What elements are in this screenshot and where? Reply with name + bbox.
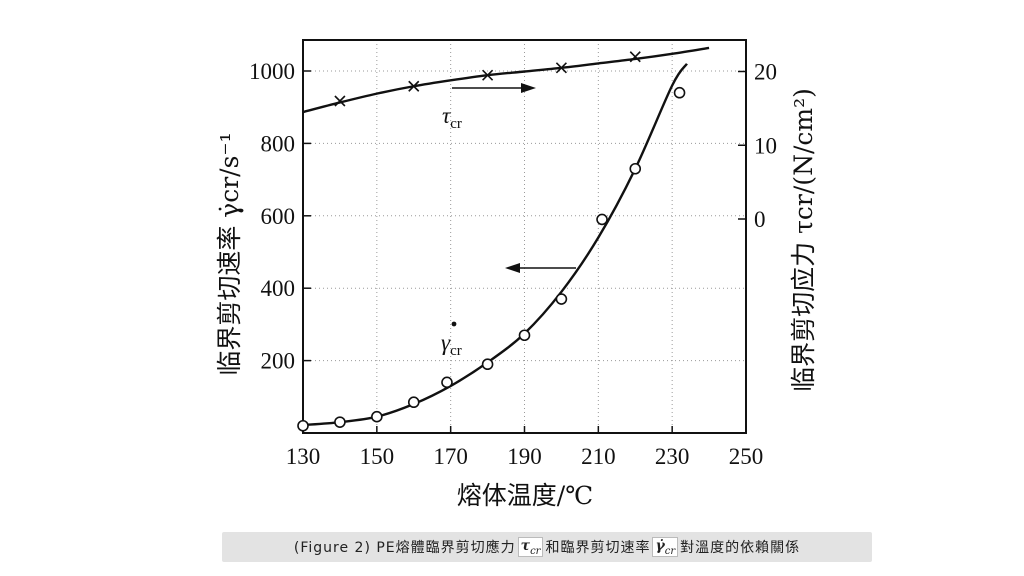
- gamma-series-label: γcr: [441, 330, 462, 359]
- series-tau: [302, 46, 710, 114]
- x-marker-stroke: [334, 95, 346, 107]
- left-axis-ticks: 200 400 600 800 1000: [249, 59, 311, 374]
- left-tick-label: 1000: [249, 59, 295, 84]
- data-point-circle: [596, 213, 608, 226]
- data-point-x: [629, 51, 641, 63]
- right-axis-ticks: 0 10 20: [738, 60, 777, 232]
- data-point-circle: [481, 358, 494, 371]
- left-axis-title: 临界剪切速率 γ̇cr/s⁻¹: [215, 132, 244, 375]
- data-point-circle: [673, 86, 686, 99]
- left-tick-label: 400: [261, 276, 296, 301]
- x-axis-title: 熔体温度/℃: [457, 481, 593, 510]
- right-tick-label: 0: [754, 207, 766, 232]
- right-tick-label: 10: [754, 133, 777, 158]
- series-layer: [297, 46, 710, 432]
- data-point-x: [555, 62, 567, 74]
- left-tick-label: 800: [261, 131, 296, 156]
- x-tick-label: 230: [655, 444, 690, 469]
- data-point-circle: [441, 376, 453, 389]
- data-point-x: [482, 69, 494, 81]
- data-point-circle: [629, 162, 642, 175]
- x-tick-label: 130: [286, 444, 321, 469]
- x-tick-label: 150: [360, 444, 395, 469]
- temperature-shear-chart: 200 400 600 800 1000 0 10 20 130 150 170 190 210 23…: [215, 39, 818, 510]
- data-point-circle: [371, 410, 383, 423]
- caption-prefix: (Figure 2) PE熔體臨界剪切應力: [293, 540, 516, 556]
- data-point-circle: [555, 293, 568, 305]
- x-axis-ticks: 130 150 170 190 210 230 250: [286, 426, 764, 469]
- caption-gamma-symbol: γ̇cr: [652, 536, 679, 558]
- tau-series-label: τcr: [442, 103, 462, 132]
- x-tick-label: 210: [581, 444, 616, 469]
- x-marker-stroke: [555, 62, 567, 74]
- x-tick-label: 190: [507, 444, 542, 469]
- left-tick-label: 600: [261, 204, 296, 229]
- figure-caption: (Figure 2) PE熔體臨界剪切應力 τcr 和臨界剪切速率 γ̇cr 對…: [222, 532, 872, 562]
- caption-middle: 和臨界剪切速率: [545, 540, 651, 556]
- data-point-circle: [334, 416, 346, 428]
- caption-suffix: 對溫度的依賴關係: [680, 540, 801, 556]
- grid-lines: [303, 40, 746, 433]
- data-point-x: [334, 95, 346, 107]
- data-point-x: [408, 80, 420, 92]
- gamma-arrow: [505, 263, 576, 273]
- x-marker-stroke: [408, 80, 420, 92]
- right-tick-label: 20: [754, 60, 777, 85]
- tau-arrow: [452, 83, 536, 93]
- series-line: [302, 46, 710, 114]
- x-tick-label: 170: [433, 444, 468, 469]
- x-marker-stroke: [482, 69, 494, 81]
- data-point-circle: [518, 329, 531, 342]
- left-tick-label: 200: [261, 349, 296, 374]
- data-point-circle: [407, 396, 420, 409]
- gamma-dot-mark: [451, 321, 457, 327]
- right-axis-title: 临界剪切应力 τcr/(N/cm²): [789, 88, 818, 392]
- data-point-circle: [297, 419, 309, 432]
- x-tick-label: 250: [729, 444, 764, 469]
- series-gamma: [297, 63, 688, 432]
- caption-tau-symbol: τcr: [517, 536, 544, 558]
- x-marker-stroke: [629, 51, 641, 63]
- series-line: [302, 63, 688, 427]
